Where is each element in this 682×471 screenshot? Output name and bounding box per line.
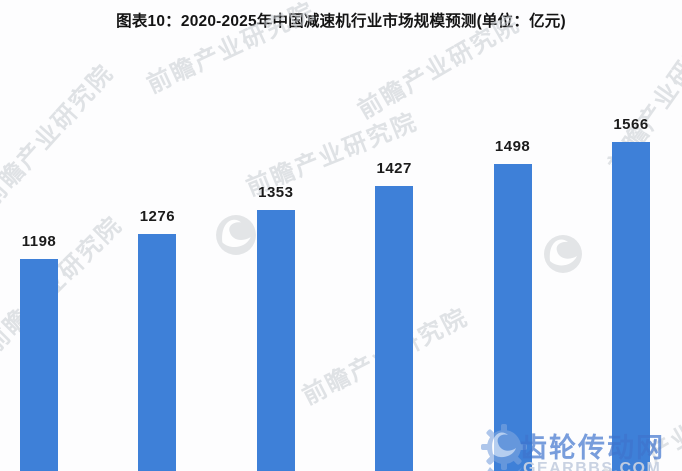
bar-value-label: 1427 xyxy=(376,160,412,177)
logo-site-name: 齿轮传动网 xyxy=(520,433,665,463)
bar-value-label: 1353 xyxy=(258,184,294,201)
bar-value-label: 1566 xyxy=(613,116,649,133)
bar xyxy=(20,259,58,471)
bar xyxy=(138,234,177,471)
brand-watermark-text: 前瞻产业研究院 xyxy=(0,59,120,213)
bar xyxy=(375,186,414,471)
chart-title: 图表10：2020-2025年中国减速机行业市场规模预测(单位：亿元) xyxy=(116,13,566,30)
logo-site-domain: GEARBBS.COM xyxy=(523,460,662,471)
bar-value-label: 1276 xyxy=(139,208,176,225)
qianzhan-globe-watermark-icon xyxy=(544,235,582,273)
bar-value-label: 1498 xyxy=(494,138,531,155)
bar-value-label: 1198 xyxy=(21,233,57,250)
qianzhan-globe-watermark-icon xyxy=(216,215,256,255)
gear-icon xyxy=(476,421,532,471)
bar xyxy=(256,210,295,471)
bar xyxy=(612,142,650,471)
bar xyxy=(493,164,532,471)
